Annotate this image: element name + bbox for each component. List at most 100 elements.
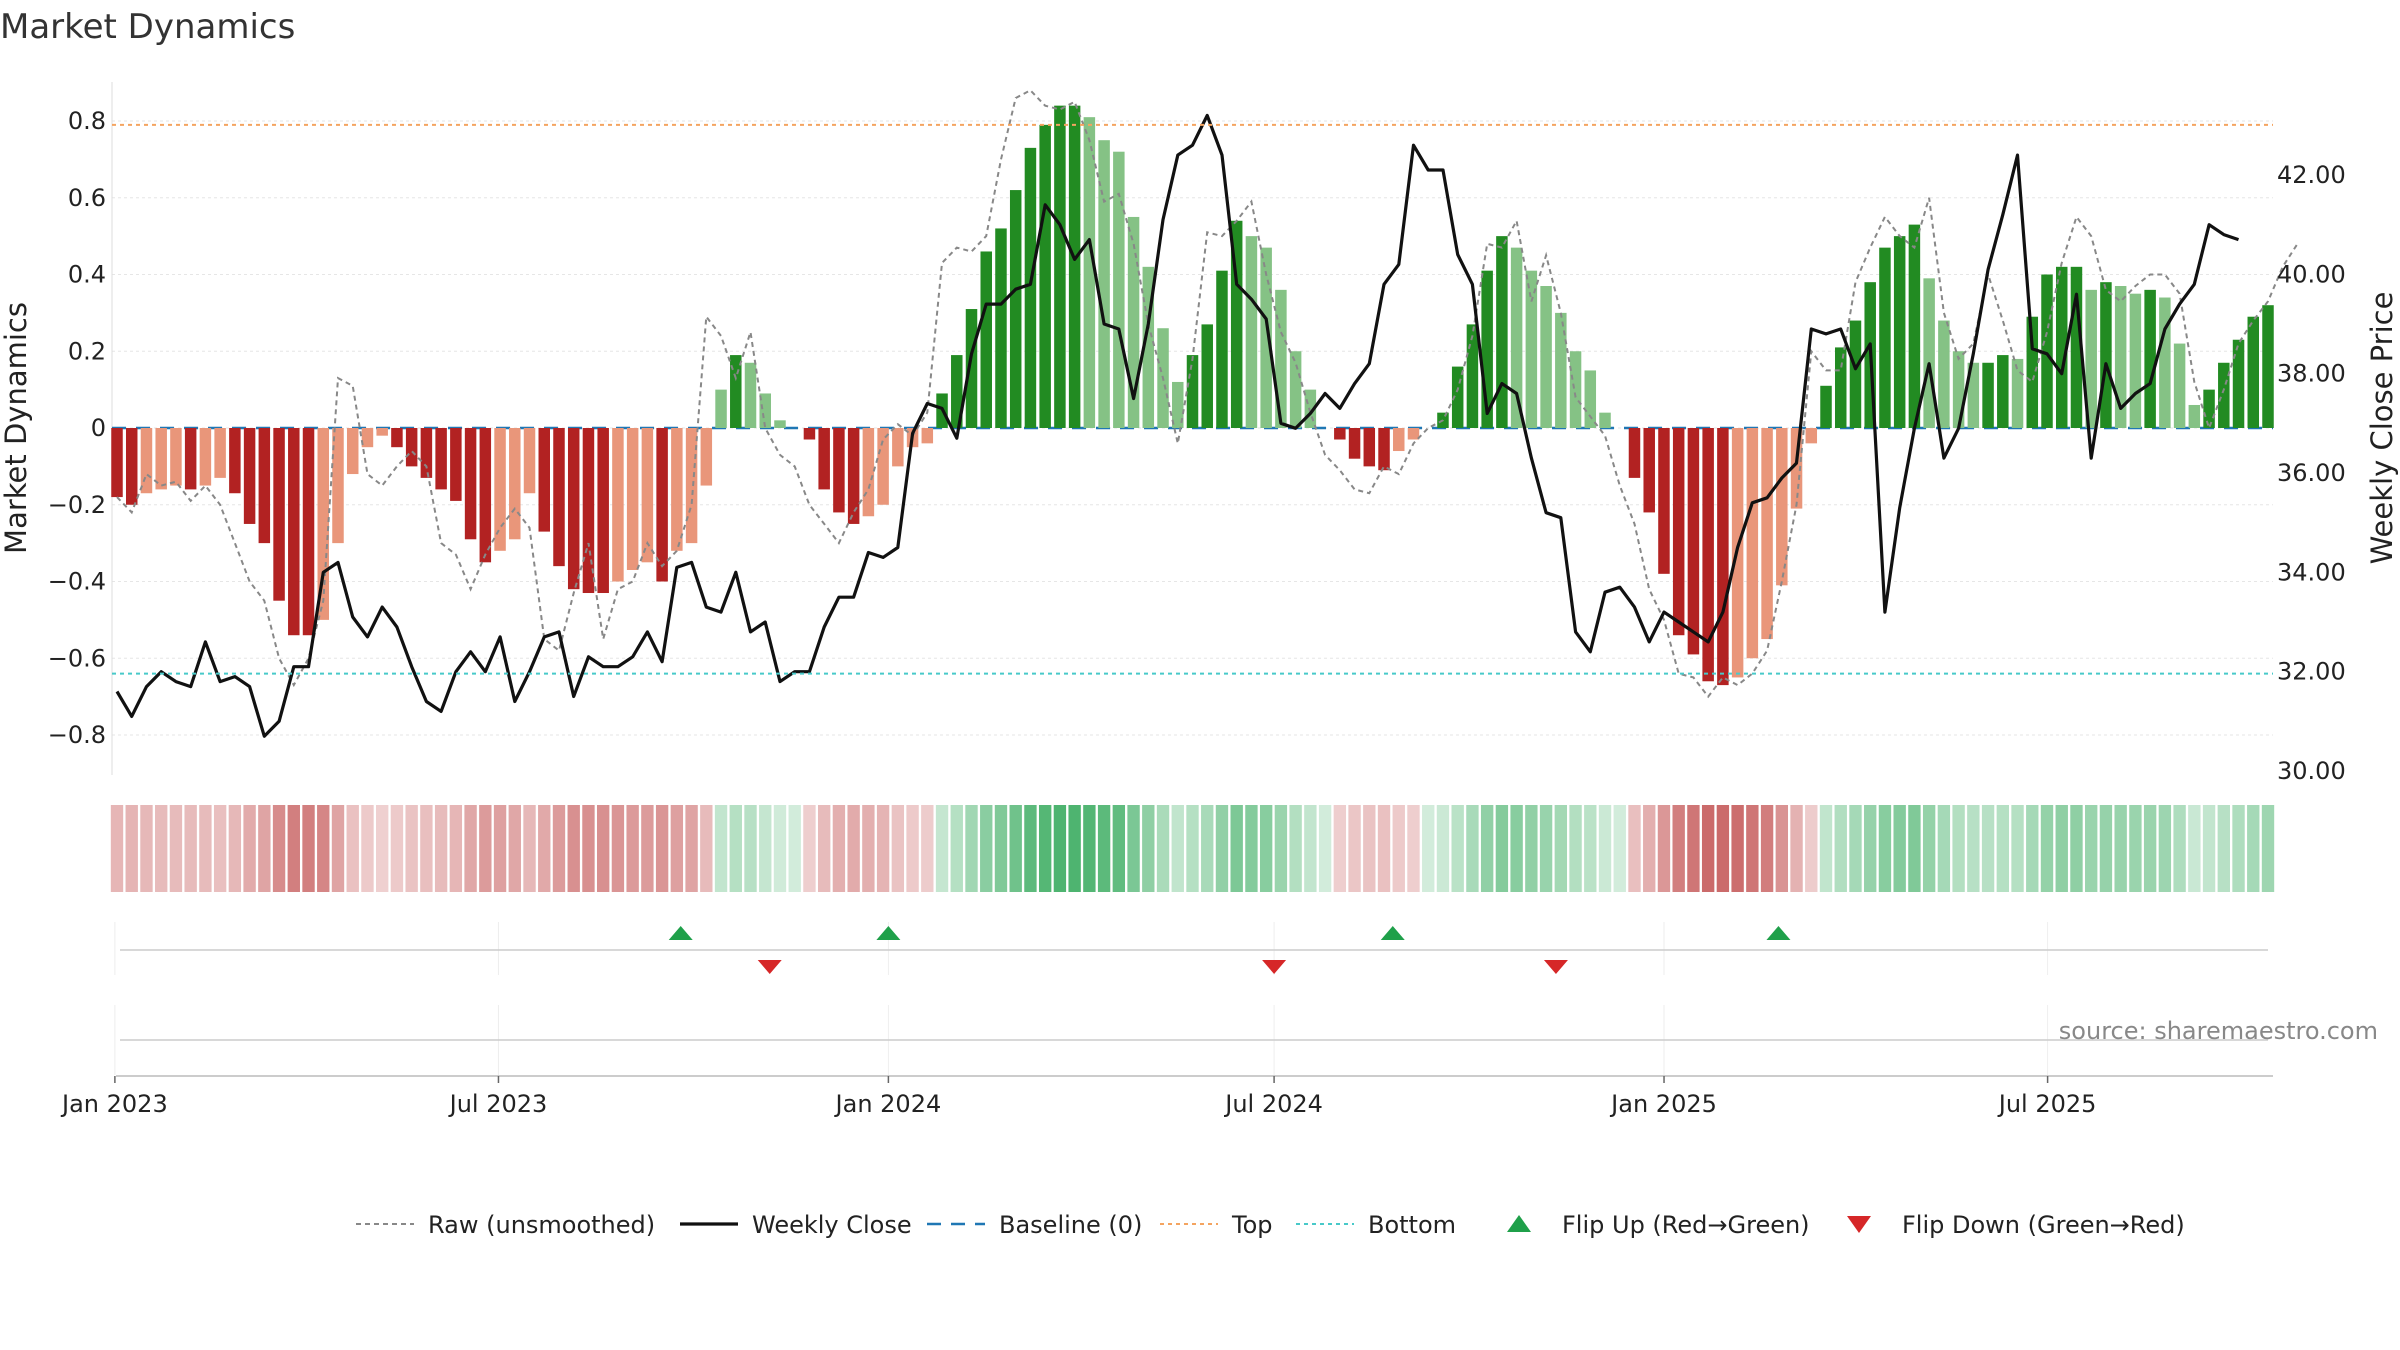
- dynamics-bar: [170, 428, 182, 486]
- dynamics-bar: [1039, 124, 1051, 429]
- dynamics-bar: [1201, 324, 1213, 428]
- heat-cell: [2085, 805, 2098, 892]
- left-tick-label: 0: [91, 414, 106, 442]
- dynamics-bar: [273, 428, 285, 601]
- dynamics-bar: [641, 428, 654, 563]
- dynamics-bar: [1820, 385, 1832, 428]
- heat-cell: [1009, 805, 1022, 892]
- heat-cell: [1451, 805, 1464, 892]
- legend-label: Bottom: [1368, 1211, 1456, 1239]
- dynamics-bar: [1540, 286, 1552, 428]
- dynamics-bar: [140, 428, 153, 494]
- dynamics-bar: [509, 428, 521, 540]
- x-tick-label: Jan 2023: [60, 1090, 168, 1118]
- heat-cell: [567, 805, 580, 892]
- dynamics-bar: [523, 428, 536, 494]
- dynamics-bar: [656, 428, 668, 582]
- dynamics-bar: [582, 428, 595, 594]
- heat-cell: [817, 805, 831, 892]
- dynamics-bar: [111, 428, 123, 498]
- dynamics-bar: [1923, 278, 1935, 428]
- heat-cell: [155, 805, 168, 892]
- heat-cell: [2143, 805, 2157, 892]
- heat-cell: [2247, 805, 2260, 892]
- dynamics-bar: [405, 428, 418, 467]
- heat-cell: [1908, 805, 1921, 892]
- dynamics-bar: [774, 420, 786, 428]
- legend-swatch-flip-up: [1507, 1215, 1531, 1232]
- heat-cell: [1525, 805, 1538, 892]
- right-tick-label: 40.00: [2277, 260, 2346, 288]
- dynamics-bar: [1127, 216, 1140, 428]
- heat-cell: [434, 805, 448, 892]
- heat-cell: [390, 805, 404, 892]
- heat-cell: [464, 805, 477, 892]
- dynamics-bar: [1451, 366, 1464, 428]
- legend-label: Flip Down (Green→Red): [1902, 1211, 2185, 1239]
- heat-cell: [1584, 805, 1597, 892]
- dynamics-bar: [125, 428, 138, 505]
- heat-cell: [538, 805, 551, 892]
- heat-cell: [1038, 805, 1052, 892]
- legend-item: Bottom: [1296, 1211, 1456, 1239]
- dynamics-bar: [1068, 105, 1081, 429]
- heat-cell: [641, 805, 654, 892]
- dynamics-bar: [184, 428, 197, 490]
- dynamics-bar: [376, 428, 388, 436]
- legend-item: Weekly Close: [680, 1211, 912, 1239]
- heat-cell: [228, 805, 242, 892]
- dynamics-bar: [951, 355, 963, 428]
- left-tick-label: 0.2: [68, 337, 106, 365]
- heat-strip: [110, 805, 2275, 892]
- series-lines: [112, 89, 2299, 738]
- dynamics-bar: [1584, 370, 1597, 428]
- heat-cell: [1392, 805, 1405, 892]
- left-tick-label: −0.2: [48, 491, 106, 519]
- source-label: source: sharemaestro.com: [2059, 1017, 2378, 1045]
- heat-cell: [655, 805, 669, 892]
- flip-panel: [114, 922, 2268, 975]
- dynamics-bar: [862, 428, 875, 517]
- legend-item: Baseline (0): [927, 1211, 1142, 1239]
- heat-cell: [2055, 805, 2068, 892]
- heat-cell: [1628, 805, 1641, 892]
- dynamics-bar: [199, 428, 212, 486]
- heat-cell: [1422, 805, 1435, 892]
- dynamics-bar: [685, 428, 698, 544]
- heat-cell: [670, 805, 684, 892]
- heat-cell: [1598, 805, 1612, 892]
- legend-label: Flip Up (Red→Green): [1562, 1211, 1810, 1239]
- dynamics-bar: [1746, 428, 1759, 659]
- legend-label: Raw (unsmoothed): [428, 1211, 655, 1239]
- dynamics-bar: [2026, 316, 2039, 428]
- dynamics-bar: [759, 393, 771, 428]
- flip-down-marker: [1543, 960, 1568, 974]
- heat-cell: [1834, 805, 1847, 892]
- heat-cell: [1274, 805, 1288, 892]
- left-tick-label: −0.4: [48, 568, 106, 596]
- dynamics-bar: [2129, 293, 2142, 428]
- heat-cell: [700, 805, 713, 892]
- heat-cell: [685, 805, 698, 892]
- legend-item: Top: [1160, 1211, 1273, 1239]
- heat-cell: [1142, 805, 1155, 892]
- heat-cell: [1127, 805, 1140, 892]
- legend-label: Weekly Close: [752, 1211, 912, 1239]
- heat-cell: [803, 805, 816, 892]
- heat-cell: [1952, 805, 1965, 892]
- heat-cell: [1672, 805, 1685, 892]
- right-tick-label: 42.00: [2277, 161, 2346, 189]
- heat-cell: [1495, 805, 1509, 892]
- dynamics-bar: [1496, 236, 1508, 428]
- dynamics-bar: [1628, 428, 1641, 478]
- dynamics-bar: [361, 428, 374, 448]
- heat-cell: [2026, 805, 2039, 892]
- dynamics-bar: [2247, 316, 2260, 428]
- heat-cell: [1215, 805, 1229, 892]
- heat-cell: [1937, 805, 1951, 892]
- heat-cell: [1746, 805, 1759, 892]
- heat-cell: [169, 805, 183, 892]
- heat-cell: [1230, 805, 1243, 892]
- heat-cell: [1701, 805, 1715, 892]
- dynamics-bar: [553, 428, 565, 567]
